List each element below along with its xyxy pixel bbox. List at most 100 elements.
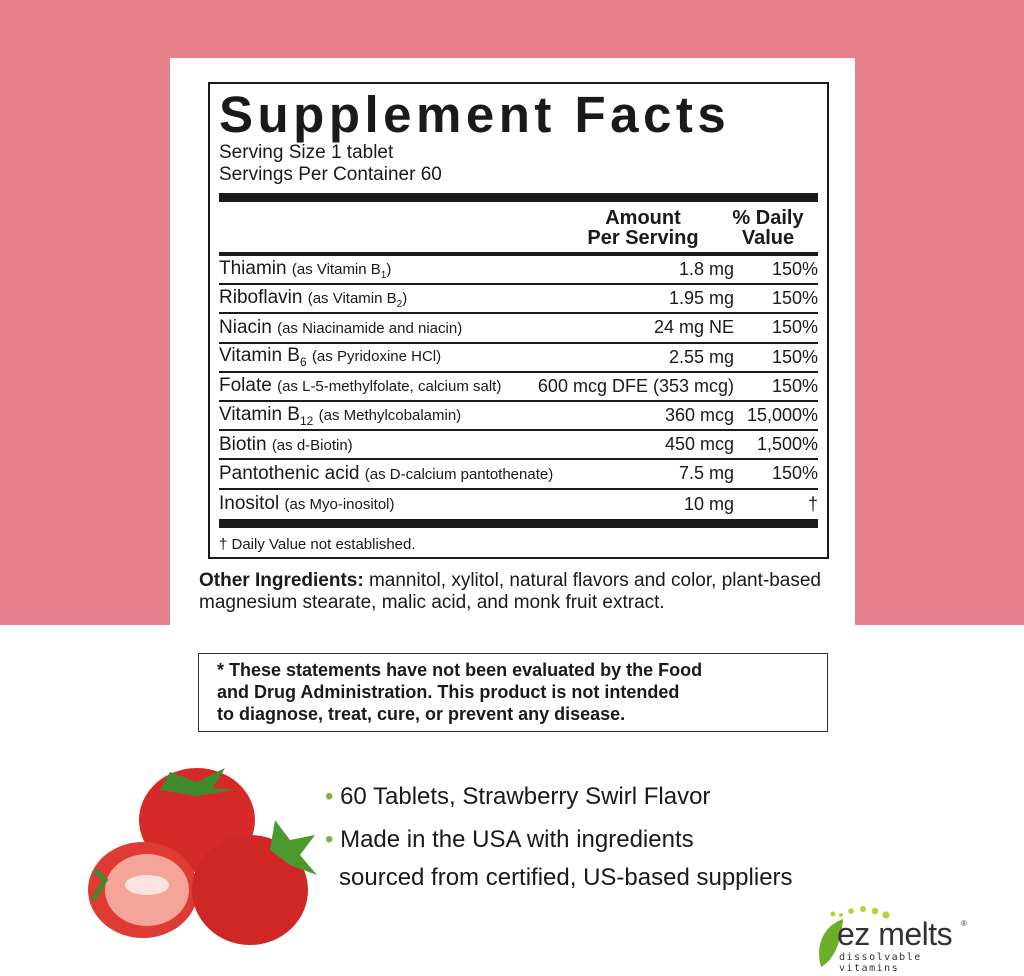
source-text: (as Pyridoxine HCl) [311, 348, 442, 366]
servings-per-container: Servings Per Container 60 [219, 164, 442, 185]
nutrient-source: (as Vitamin B1) [291, 261, 392, 282]
daily-value: 150% [771, 375, 818, 396]
nutrient-source: (as D-calcium pantothenate) [365, 466, 553, 483]
fda-disclaimer: * These statements have not been evaluat… [198, 653, 828, 732]
nutrient-label: Vitamin B [219, 345, 300, 367]
source-text-end: ) [386, 261, 392, 279]
source-text: (as L-5-methylfolate, calcium salt) [277, 378, 502, 396]
nutrient-row: Pantothenic acid (as D-calcium pantothen… [219, 460, 818, 490]
amount-per-serving: 10 mg [683, 493, 734, 514]
disclaimer-line: and Drug Administration. This product is… [217, 682, 680, 702]
nutrient-name: Thiamin (as Vitamin B1) [219, 258, 391, 281]
nutrient-name: Inositol (as Myo-inositol) [219, 493, 395, 515]
nutrient-label: Inositol [219, 493, 280, 515]
nutrient-label: Niacin [219, 316, 272, 338]
serving-size: Serving Size 1 tablet [219, 142, 394, 163]
amount-per-serving: 24 mg NE [653, 317, 734, 338]
nutrient-subscript: 6 [299, 355, 307, 370]
source-text: (as Myo-inositol) [284, 496, 395, 514]
divider-thick [219, 518, 818, 528]
nutrient-source: (as Pyridoxine HCl) [312, 348, 441, 365]
nutrient-label: Pantothenic acid [219, 462, 360, 484]
bullet-dot: • [325, 826, 334, 853]
strawberry-leaves [160, 768, 235, 796]
amount-per-serving: 1.8 mg [678, 259, 734, 280]
source-text: (as D-calcium pantothenate) [364, 465, 554, 483]
nutrient-label: Vitamin B [219, 403, 300, 425]
amount-per-serving: 2.55 mg [668, 346, 734, 367]
disclaimer-line: to diagnose, treat, cure, or prevent any… [217, 704, 626, 724]
amount-per-serving: 7.5 mg [678, 463, 734, 484]
source-text: (as Vitamin B [307, 290, 397, 308]
nutrient-row: Vitamin B6 (as Pyridoxine HCl) 2.55 mg 150… [219, 344, 818, 373]
nutrient-label: Thiamin [219, 258, 287, 280]
nutrient-name: Biotin (as d-Biotin) [219, 434, 353, 456]
dots-icon [839, 906, 890, 919]
divider-medium [219, 252, 818, 256]
nutrient-label: Folate [219, 375, 272, 397]
footnote: † Daily Value not established. [219, 535, 416, 553]
table-header: Amount Per Serving % Daily Value [219, 202, 818, 252]
source-subscript: 2 [396, 299, 403, 311]
supplement-facts-panel: Supplement Facts Serving Size 1 tablet S… [208, 82, 829, 559]
nutrient-name: Vitamin B12 (as Methylcobalamin) [219, 404, 461, 428]
strawberry-leaves [270, 820, 317, 875]
strawberry-image [88, 768, 317, 945]
other-ingredients-text: mannitol, xylitol, natural flavors and c… [199, 570, 821, 613]
daily-value: 150% [771, 346, 818, 367]
divider-thick [219, 193, 818, 202]
nutrient-label: Biotin [219, 433, 267, 455]
nutrient-source: (as d-Biotin) [272, 437, 353, 454]
nutrient-source: (as L-5-methylfolate, calcium salt) [277, 378, 501, 395]
dv-header-line: % Daily [732, 207, 804, 229]
amount-per-serving: 1.95 mg [668, 288, 734, 309]
bullet-item: • 60 Tablets, Strawberry Swirl Flavor [325, 783, 710, 811]
daily-value: 150% [771, 259, 818, 280]
logo-brand: ez melts [837, 916, 953, 952]
nutrient-row: Vitamin B12 (as Methylcobalamin) 360 mcg 1… [219, 402, 818, 432]
nutrient-rows: Thiamin (as Vitamin B1) 1.8 mg 150% Ribofla… [219, 256, 818, 519]
dv-header: % Daily Value [718, 208, 818, 248]
source-text: (as Niacinamide and niacin) [277, 319, 463, 337]
nutrient-row: Thiamin (as Vitamin B1) 1.8 mg 150% [219, 256, 818, 286]
source-text: (as Vitamin B [291, 261, 381, 279]
strawberry-stem [90, 868, 109, 902]
nutrient-label: Riboflavin [219, 287, 303, 309]
nutrient-name: Niacin (as Niacinamide and niacin) [219, 317, 462, 339]
leaf-icon [819, 911, 843, 967]
daily-value: 1,500% [756, 434, 818, 455]
source-subscript: 1 [380, 270, 387, 282]
disclaimer-line: * These statements have not been evaluat… [217, 660, 703, 680]
source-text-end: ) [402, 290, 408, 308]
daily-value: 15,000% [746, 405, 818, 426]
dv-header-line: Value [741, 227, 795, 249]
daily-value: 150% [771, 317, 818, 338]
nutrient-name: Riboflavin (as Vitamin B2) [219, 287, 407, 310]
logo-tagline: dissolvable vitamins [839, 952, 922, 974]
bullet-text-continued: sourced from certified, US-based supplie… [339, 864, 793, 891]
facts-title: Supplement Facts [219, 86, 731, 143]
amount-header-line: Amount [605, 207, 681, 229]
nutrient-source: (as Niacinamide and niacin) [277, 320, 462, 337]
strawberry-core [125, 875, 169, 895]
strawberry-whole [192, 835, 308, 945]
nutrient-row: Inositol (as Myo-inositol) 10 mg † [219, 490, 818, 519]
bullet-text: 60 Tablets, Strawberry Swirl Flavor [340, 783, 711, 810]
daily-value: † [807, 493, 818, 514]
source-text: (as d-Biotin) [271, 436, 353, 454]
amount-header: Amount Per Serving [568, 208, 718, 248]
nutrient-subscript: 12 [299, 413, 314, 428]
nutrient-row: Folate (as L-5-methylfolate, calcium sal… [219, 373, 818, 402]
nutrient-row: Biotin (as d-Biotin) 450 mcg 1,500% [219, 431, 818, 461]
nutrient-row: Riboflavin (as Vitamin B2) 1.95 mg 150% [219, 285, 818, 315]
daily-value: 150% [771, 463, 818, 484]
nutrient-source: (as Methylcobalamin) [319, 407, 462, 424]
nutrient-source: (as Myo-inositol) [284, 496, 394, 513]
nutrient-source: (as Vitamin B2) [307, 290, 408, 311]
daily-value: 150% [771, 288, 818, 309]
ez-melts-logo: ez melts ® dissolvable vitamins [815, 905, 975, 974]
registered-mark: ® [961, 919, 967, 928]
nutrient-name: Vitamin B6 (as Pyridoxine HCl) [219, 345, 441, 369]
bullet-text: Made in the USA with ingredients [340, 826, 694, 853]
other-ingredients-label: Other Ingredients: [199, 570, 364, 591]
